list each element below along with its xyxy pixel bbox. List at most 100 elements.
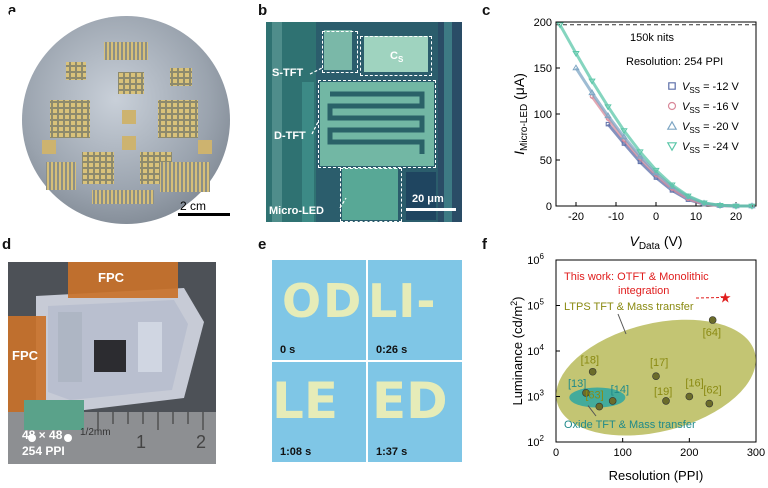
ruler-unit-label: 1/2mm — [80, 427, 111, 438]
data-point-label: [17] — [650, 357, 668, 369]
frame-1-pattern: OD — [282, 274, 364, 328]
data-point — [588, 78, 596, 85]
x-axis-label: VData (V) — [629, 233, 682, 250]
data-point-label: [18] — [581, 355, 599, 367]
frame-3-pattern: LE — [272, 372, 339, 430]
panel-e-label: e — [258, 236, 267, 253]
data-point — [652, 372, 660, 380]
frame-4-pattern: ED — [372, 372, 448, 430]
frame-1: OD 0 s — [272, 260, 366, 360]
dtft-label: D-TFT — [274, 130, 306, 142]
panel-b-leaders — [309, 67, 347, 209]
data-point — [732, 203, 740, 210]
y-axis-label: Luminance (cd/m2) — [509, 296, 525, 405]
pixel-micrograph: CS 20 μm — [266, 22, 462, 222]
data-point — [608, 397, 617, 405]
scale-bar-b — [406, 208, 456, 211]
data-point — [636, 152, 644, 159]
cs-box — [360, 36, 432, 76]
legend-marker — [666, 120, 678, 130]
data-point — [708, 316, 717, 324]
y-tick-label: 102 — [527, 434, 544, 449]
ruler-tick-1: 1 — [136, 432, 147, 452]
data-point — [605, 121, 611, 127]
display-image — [8, 262, 216, 464]
data-point — [685, 392, 694, 401]
data-point — [604, 104, 612, 111]
ltps-leader — [617, 313, 627, 335]
stft-label: S-TFT — [272, 67, 304, 79]
frame-2: LI- 0:26 s — [368, 260, 462, 360]
data-point-label: [19] — [654, 386, 672, 398]
data-point — [652, 167, 660, 174]
frame-3: LE 1:08 s — [272, 362, 366, 462]
data-point — [748, 203, 756, 210]
resolution-annotation: Resolution: 254 PPI — [626, 56, 723, 68]
data-point-label: [16] — [685, 378, 703, 390]
fpc-top-label: FPC — [98, 270, 124, 285]
reference-line-label: 150k nits — [630, 32, 675, 44]
this-work-label-1: This work: OTFT & Monolithic — [564, 271, 709, 283]
this-work-leader — [695, 296, 723, 299]
panel-f-label: f — [482, 236, 487, 253]
x-tick-label: 200 — [680, 447, 698, 459]
scale-label-b: 20 μm — [412, 193, 444, 205]
panel-a-label: a — [8, 2, 17, 19]
ppi-label: 254 PPI — [22, 444, 65, 458]
oxide-label: Oxide TFT & Mass transfer — [564, 419, 696, 431]
data-point — [716, 202, 724, 210]
data-point — [700, 200, 708, 207]
x-tick-label: -20 — [568, 211, 584, 223]
oxide-leader — [587, 405, 597, 417]
y-tick-label: 200 — [534, 17, 552, 29]
micrograph-image — [266, 22, 462, 222]
data-point — [595, 402, 604, 411]
y-tick-label: 150 — [534, 63, 552, 75]
x-tick-label: 10 — [690, 211, 702, 223]
ruler-tick-2: 2 — [196, 432, 207, 452]
data-point — [620, 128, 628, 135]
cs-label-main: C — [390, 50, 398, 62]
y-tick-label: 105 — [527, 298, 544, 313]
legend-label: VSS = -12 V — [682, 81, 740, 95]
data-point — [668, 182, 676, 189]
luminance-resolution-chart: 0 100 200 300 102 103 104 105 106 [13][63] [14] [18… — [509, 252, 765, 483]
ltps-label: LTPS TFT & Mass transfer — [564, 301, 694, 313]
x-tick-label: 20 — [730, 211, 742, 223]
legend-label: VSS = -20 V — [682, 121, 740, 135]
x-tick-label: 0 — [653, 211, 659, 223]
data-point — [556, 22, 564, 29]
microled-label: Micro-LED — [269, 205, 324, 217]
data-point — [705, 399, 714, 408]
frame-2-pattern: LI- — [368, 274, 437, 328]
y-tick-label: 0 — [546, 201, 552, 213]
y-tick-label: 104 — [527, 343, 544, 358]
data-point — [582, 389, 590, 397]
series-line — [558, 24, 752, 208]
data-point-label: [63] — [585, 390, 603, 402]
scale-label-a: 2 cm — [180, 199, 207, 213]
data-point — [604, 112, 612, 119]
legend-label: VSS = -24 V — [682, 141, 740, 155]
frame-3-time: 1:08 s — [280, 446, 312, 458]
this-work-marker: ★ — [719, 289, 732, 305]
panel-b-label: b — [258, 2, 268, 19]
frame-4: ED 1:37 s — [368, 362, 462, 462]
data-point — [588, 89, 596, 96]
microled-box — [340, 168, 402, 222]
x-tick-label: 300 — [747, 447, 765, 459]
data-point-label: [62] — [703, 385, 721, 397]
legend-marker — [667, 101, 677, 111]
data-point — [588, 367, 597, 376]
flexible-display-photo: FPC FPC 48 × 48 254 PPI 1/2mm 1 2 — [8, 262, 216, 464]
stft-box — [322, 31, 358, 73]
data-point — [572, 50, 580, 58]
data-point — [620, 133, 628, 140]
y-tick-label: 50 — [540, 155, 552, 167]
legend-marker — [666, 142, 678, 152]
cs-label-sub: S — [397, 55, 404, 65]
frame-4-time: 1:37 s — [376, 446, 408, 458]
y-tick-label: 106 — [527, 252, 544, 267]
panel-c-label: c — [482, 2, 491, 19]
